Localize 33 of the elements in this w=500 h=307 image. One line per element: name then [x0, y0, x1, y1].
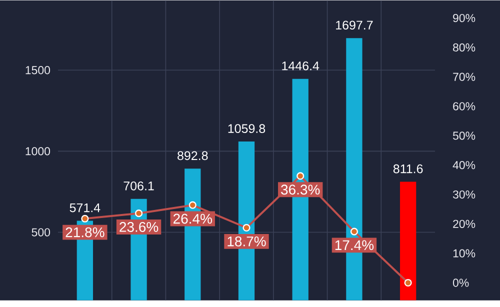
y2-tick-label: 0% — [452, 278, 469, 287]
data-label: 571.4 — [70, 203, 100, 212]
data-label: 17.4% — [335, 240, 374, 250]
data-label: 1446.4 — [282, 61, 320, 70]
data-label: 26.4% — [174, 214, 212, 224]
y2-tick-label: 60% — [453, 102, 476, 110]
data-label: 1059.8 — [228, 124, 266, 133]
y2-tick-label: 80% — [453, 43, 476, 52]
y2-tick-label: 20% — [453, 220, 476, 228]
data-label: 36.3% — [281, 184, 320, 194]
y2-tick-label: 40% — [452, 160, 476, 170]
data-label: 23.6% — [120, 222, 158, 232]
y-tick-label: 1500 — [26, 66, 50, 74]
data-label: 21.8% — [66, 227, 104, 238]
y2-tick-label: 50% — [452, 132, 476, 140]
point — [242, 224, 250, 232]
y-tick-label: 500 — [32, 228, 50, 236]
data-label: 892.8 — [178, 151, 208, 160]
data-label: 1697.7 — [336, 20, 373, 30]
data-label: 811.6 — [393, 164, 423, 174]
data-label: 706.1 — [124, 181, 154, 190]
point — [188, 201, 196, 209]
point — [350, 228, 358, 236]
point — [404, 278, 412, 286]
y2-tick-label: 70% — [453, 72, 476, 81]
data-label: 18.7% — [228, 236, 266, 246]
y2-tick-label: 10% — [453, 249, 476, 258]
point — [134, 209, 143, 218]
point — [81, 214, 89, 222]
y2-tick-label: 90% — [453, 14, 476, 22]
point — [296, 172, 304, 180]
y2-tick-label: 30% — [452, 190, 476, 198]
y-tick-label: 1000 — [26, 147, 50, 156]
